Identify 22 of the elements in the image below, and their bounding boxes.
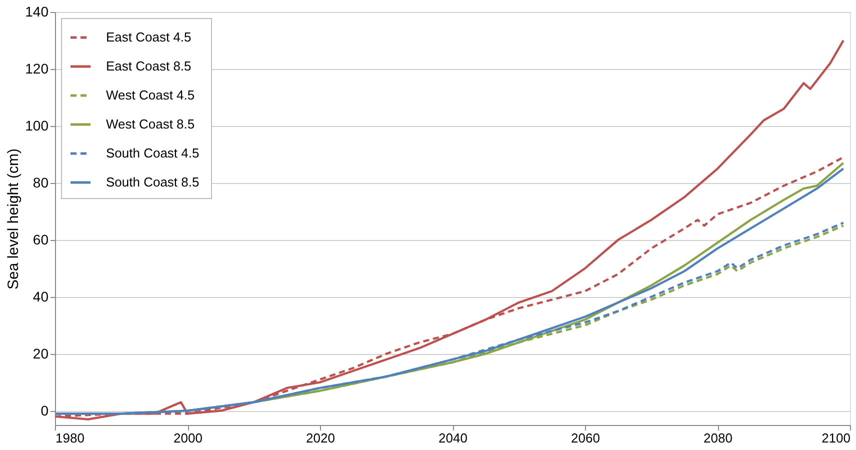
y-tick-label: 140 bbox=[25, 4, 49, 20]
y-tick-label: 120 bbox=[25, 60, 49, 76]
y-tick-label: 100 bbox=[25, 117, 49, 134]
y-tick-label: 20 bbox=[32, 345, 49, 362]
legend-label: South Coast 8.5 bbox=[106, 174, 200, 190]
legend-label: West Coast 8.5 bbox=[106, 116, 195, 132]
legend-label: East Coast 8.5 bbox=[106, 58, 192, 74]
y-tick-label: 60 bbox=[32, 231, 49, 248]
x-tick-label: 2100 bbox=[822, 430, 850, 446]
y-axis-title: Sea level height (cm) bbox=[5, 148, 22, 290]
legend-label: East Coast 4.5 bbox=[106, 30, 192, 44]
legend-label: West Coast 4.5 bbox=[106, 88, 195, 102]
y-tick-label: 80 bbox=[32, 174, 49, 190]
x-tick-label: 2040 bbox=[438, 430, 468, 446]
x-tick-label: 2000 bbox=[174, 430, 202, 446]
legend-label: South Coast 4.5 bbox=[106, 146, 200, 160]
x-tick-label: 2020 bbox=[306, 430, 335, 446]
y-tick-label: 0 bbox=[40, 402, 49, 418]
x-tick-label: 2080 bbox=[704, 430, 732, 446]
y-tick-label: 40 bbox=[32, 288, 49, 304]
x-tick-label: 1980 bbox=[56, 430, 84, 446]
x-tick-label: 2060 bbox=[571, 430, 600, 446]
